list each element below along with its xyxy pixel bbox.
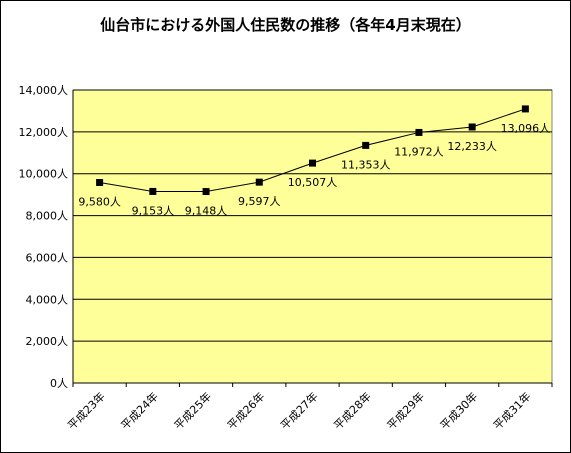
x-tick-label: 平成27年 — [277, 389, 320, 432]
y-tick-label: 12,000人 — [19, 126, 69, 139]
data-labels: 9,580人 9,153人 9,148人 9,597人 10,507人11,353人11… — [78, 122, 550, 218]
data-label: 11,972人 — [394, 145, 444, 158]
y-tick-label: 8,000人 — [26, 210, 69, 223]
y-tick-label: 10,000人 — [19, 168, 69, 181]
data-point-marker — [468, 123, 476, 131]
data-point-marker — [255, 178, 263, 186]
x-axis-tick-labels: 平成23年 平成24年 平成25年 平成26年 平成27年 平成28年 平成29年 平成30年… — [65, 383, 553, 432]
gridlines — [72, 89, 552, 384]
chart-title: 仙台市における外国人住民数の推移（各年4月末現在） — [100, 16, 471, 34]
data-label: 11,353人 — [341, 158, 391, 171]
x-tick-label: 平成23年 — [65, 389, 108, 432]
y-tick-label: 2,000人 — [26, 335, 69, 348]
data-point-marker — [415, 128, 423, 136]
x-tick-label: 平成29年 — [384, 389, 427, 432]
data-label: 9,597人 — [238, 195, 281, 208]
data-label: 9,580人 — [78, 196, 121, 209]
y-tick-label: 14,000人 — [19, 84, 69, 97]
plot-area — [72, 89, 553, 384]
data-point-marker — [362, 141, 370, 149]
y-tick-label: 6,000人 — [26, 251, 69, 264]
x-tick-label: 平成26年 — [224, 389, 267, 432]
y-tick-label: 0人 — [50, 377, 68, 390]
data-point-marker — [149, 187, 157, 195]
data-label: 10,507人 — [288, 176, 338, 189]
x-tick-label: 平成30年 — [437, 389, 480, 432]
series-markers — [96, 105, 529, 196]
x-tick-label: 平成25年 — [171, 389, 214, 432]
x-tick-label: 平成31年 — [490, 389, 533, 432]
data-point-marker — [96, 179, 104, 187]
data-label: 9,148人 — [185, 205, 228, 218]
data-label: 12,233人 — [447, 140, 497, 153]
data-label: 9,153人 — [132, 204, 175, 217]
y-axis-tick-labels: 0人 2,000人 4,000人 6,000人 8,000人 10,000人 12,000人… — [19, 84, 69, 390]
x-tick-label: 平成28年 — [331, 389, 374, 432]
data-point-marker — [202, 188, 210, 196]
data-label: 13,096人 — [501, 122, 551, 135]
data-point-marker — [309, 159, 316, 167]
y-tick-label: 4,000人 — [26, 293, 69, 306]
x-tick-label: 平成24年 — [118, 389, 161, 432]
data-point-marker — [521, 105, 529, 113]
